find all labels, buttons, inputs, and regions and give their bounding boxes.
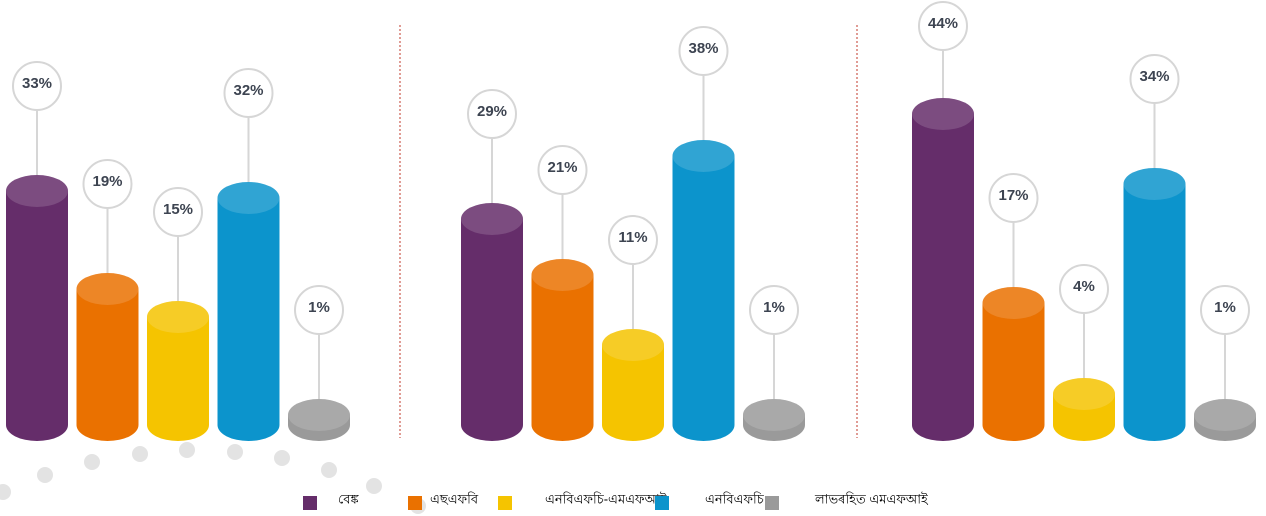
label-bubble	[1129, 54, 1180, 104]
label-bubble	[1200, 285, 1250, 335]
cylinder-body	[6, 191, 68, 425]
cylinder-top-shine	[147, 301, 209, 333]
cylinder-top-shine	[6, 175, 68, 207]
cylinder-top-shine	[217, 182, 280, 214]
cylinder-body	[217, 198, 280, 425]
data-label: 17%	[998, 187, 1028, 204]
legend-swatch	[765, 496, 779, 510]
cylinder-top	[602, 329, 664, 361]
cylinder	[147, 301, 209, 441]
cylinder	[982, 287, 1045, 441]
legend-label: বেঙ্ক	[338, 491, 360, 506]
data-label: 15%	[163, 201, 193, 218]
label-bubble	[1059, 264, 1109, 314]
cylinder-top	[1053, 378, 1115, 410]
cylinder	[602, 329, 664, 441]
cylinder-top-shine	[912, 98, 974, 130]
cylinder-top	[217, 182, 280, 214]
cylinder-body	[672, 156, 735, 425]
data-label: 11%	[618, 229, 647, 246]
label-bubble	[223, 68, 274, 118]
cylinder	[1194, 399, 1256, 441]
cylinder-top	[912, 98, 974, 130]
data-label: 33%	[22, 75, 52, 92]
cylinder	[912, 98, 974, 441]
cylinder-top	[743, 399, 805, 431]
legend-label: লাভৰহিত এমএফআই	[814, 491, 929, 506]
cylinder	[1053, 378, 1115, 441]
cylinder-top	[288, 399, 350, 431]
cylinder-top-shine	[76, 273, 139, 305]
cylinder-body	[1123, 184, 1186, 425]
legend-swatch	[655, 496, 669, 510]
data-label: 19%	[92, 173, 122, 190]
cylinder	[6, 175, 68, 441]
legend-label: এনবিএফচি	[705, 491, 765, 506]
legend-label: এনবিএফচি-এমএফআই	[545, 491, 668, 506]
cylinder	[461, 203, 523, 441]
label-bubble	[537, 145, 588, 195]
data-label: 4%	[1073, 278, 1095, 295]
cylinder-top	[76, 273, 139, 305]
cylinder-body	[912, 114, 974, 425]
label-bubble	[153, 187, 203, 237]
cylinder-top-shine	[461, 203, 523, 235]
cylinder	[288, 399, 350, 441]
cylinder	[743, 399, 805, 441]
legend-label: এছএফবি	[430, 491, 479, 506]
data-label: 32%	[233, 82, 263, 99]
cylinder-top	[461, 203, 523, 235]
data-label: 1%	[308, 299, 330, 316]
cylinder-top	[6, 175, 68, 207]
cylinder-body	[147, 317, 209, 425]
label-bubble	[988, 173, 1039, 223]
cylinder-top	[147, 301, 209, 333]
cylinder-top-shine	[1194, 399, 1256, 431]
data-label: 44%	[928, 15, 958, 32]
cylinder-top	[1194, 399, 1256, 431]
data-label: 1%	[1214, 299, 1236, 316]
cylinder-top-shine	[1123, 168, 1186, 200]
cylinder-body	[531, 275, 594, 425]
cylinder-body	[76, 289, 139, 425]
data-label: 1%	[763, 299, 785, 316]
cylinder-top-shine	[672, 140, 735, 172]
label-bubble	[294, 285, 344, 335]
label-bubble	[467, 89, 517, 139]
legend-swatch	[498, 496, 512, 510]
data-label: 21%	[547, 159, 577, 176]
cylinder-top	[982, 287, 1045, 319]
cylinder	[531, 259, 594, 441]
data-label: 38%	[688, 40, 718, 57]
cylinder-top	[672, 140, 735, 172]
label-bubble	[918, 1, 968, 51]
cylinder-top-shine	[288, 399, 350, 431]
cylinder	[217, 182, 280, 441]
cylinder-top-shine	[1053, 378, 1115, 410]
legend-swatch	[303, 496, 317, 510]
label-bubble	[678, 26, 729, 76]
label-bubble	[82, 159, 133, 209]
cylinder	[1123, 168, 1186, 441]
decoration-dots	[0, 442, 426, 514]
cylinder	[76, 273, 139, 441]
label-bubble	[12, 61, 62, 111]
cylinder	[672, 140, 735, 441]
data-label: 29%	[477, 103, 507, 120]
cylinder-top-shine	[531, 259, 594, 291]
cylinder-top-shine	[982, 287, 1045, 319]
cylinder-body	[461, 219, 523, 425]
cylinder-top-shine	[743, 399, 805, 431]
cylinder-top-shine	[602, 329, 664, 361]
legend-swatch	[408, 496, 422, 510]
cylinder-body	[982, 303, 1045, 425]
label-bubble	[608, 215, 658, 265]
data-label: 34%	[1139, 68, 1169, 85]
label-bubble	[749, 285, 799, 335]
cylinder-top	[531, 259, 594, 291]
cylinder-top	[1123, 168, 1186, 200]
